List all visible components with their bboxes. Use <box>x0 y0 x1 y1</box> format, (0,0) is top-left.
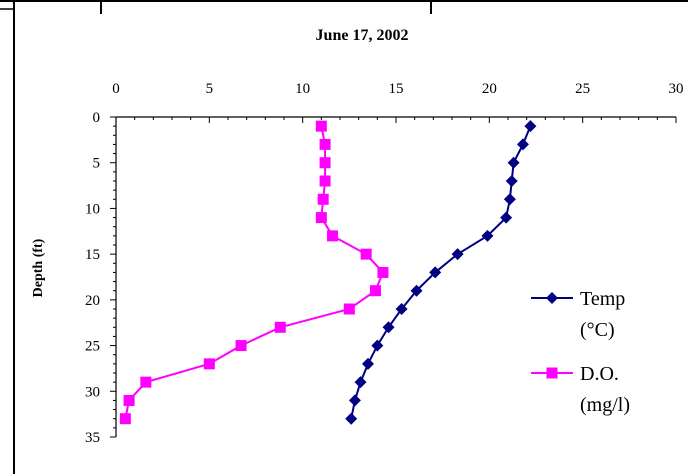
data-point <box>524 120 537 133</box>
legend-item: Temp (°C) <box>531 288 625 341</box>
y-tick-label: 20 <box>85 293 100 309</box>
legend-label-unit: (mg/l) <box>580 394 630 416</box>
data-point <box>315 212 327 224</box>
data-point <box>451 248 464 261</box>
data-point <box>343 303 355 315</box>
data-point <box>203 358 215 370</box>
x-tick-label: 5 <box>206 81 214 97</box>
x-tick-label: 0 <box>112 81 120 97</box>
x-tick-label: 30 <box>669 81 684 97</box>
y-tick-label: 5 <box>93 156 101 172</box>
x-tick-label: 25 <box>575 81 590 97</box>
data-point <box>377 266 389 278</box>
x-tick-label: 20 <box>482 81 497 97</box>
chart-title: June 17, 2002 <box>316 27 409 44</box>
series-temp <box>345 120 537 425</box>
series-line <box>124 125 385 419</box>
data-point <box>327 230 339 242</box>
legend-marker <box>546 292 558 304</box>
data-point <box>369 285 381 297</box>
y-tick-label: 10 <box>85 201 100 217</box>
data-point <box>319 175 331 187</box>
y-tick-label: 15 <box>85 247 100 263</box>
legend-label: D.O. <box>580 363 619 385</box>
data-point <box>123 394 135 406</box>
series-do <box>119 120 389 425</box>
y-tick-label: 35 <box>85 430 100 446</box>
data-point <box>315 120 327 132</box>
data-point <box>429 266 442 279</box>
series-layer <box>119 120 537 425</box>
data-point <box>354 376 367 389</box>
data-point <box>362 357 374 370</box>
y-axis-label: Depth (ft) <box>31 238 46 297</box>
data-point <box>119 413 131 425</box>
y-tick-label: 0 <box>93 110 101 126</box>
y-tick-label: 25 <box>85 339 100 355</box>
legend: Temp (°C) D.O. (mg/l) <box>531 288 630 416</box>
data-point <box>360 248 372 260</box>
data-point <box>317 193 329 205</box>
data-point <box>507 156 520 169</box>
data-point <box>345 412 358 425</box>
data-point <box>140 376 152 388</box>
data-point <box>382 321 395 334</box>
data-point <box>395 303 408 315</box>
data-point <box>505 175 518 187</box>
data-point <box>371 339 384 352</box>
data-point <box>516 138 529 151</box>
data-point <box>319 157 331 169</box>
axes: 0 5 10 15 20 25 30 0 5 10 15 20 25 30 35 <box>85 81 684 446</box>
legend-label: Temp <box>580 288 625 310</box>
data-point <box>500 211 513 224</box>
data-point <box>274 321 286 333</box>
data-point <box>481 229 494 242</box>
x-tick-label: 15 <box>389 81 404 97</box>
data-point <box>319 138 331 150</box>
x-tick-label: 10 <box>295 81 310 97</box>
legend-label-unit: (°C) <box>580 319 615 341</box>
data-point <box>410 284 423 297</box>
data-point <box>503 193 516 206</box>
legend-item: D.O. (mg/l) <box>531 363 630 416</box>
y-tick-label: 30 <box>85 384 100 400</box>
legend-marker <box>546 367 558 379</box>
data-point <box>348 394 361 407</box>
data-point <box>235 340 247 352</box>
